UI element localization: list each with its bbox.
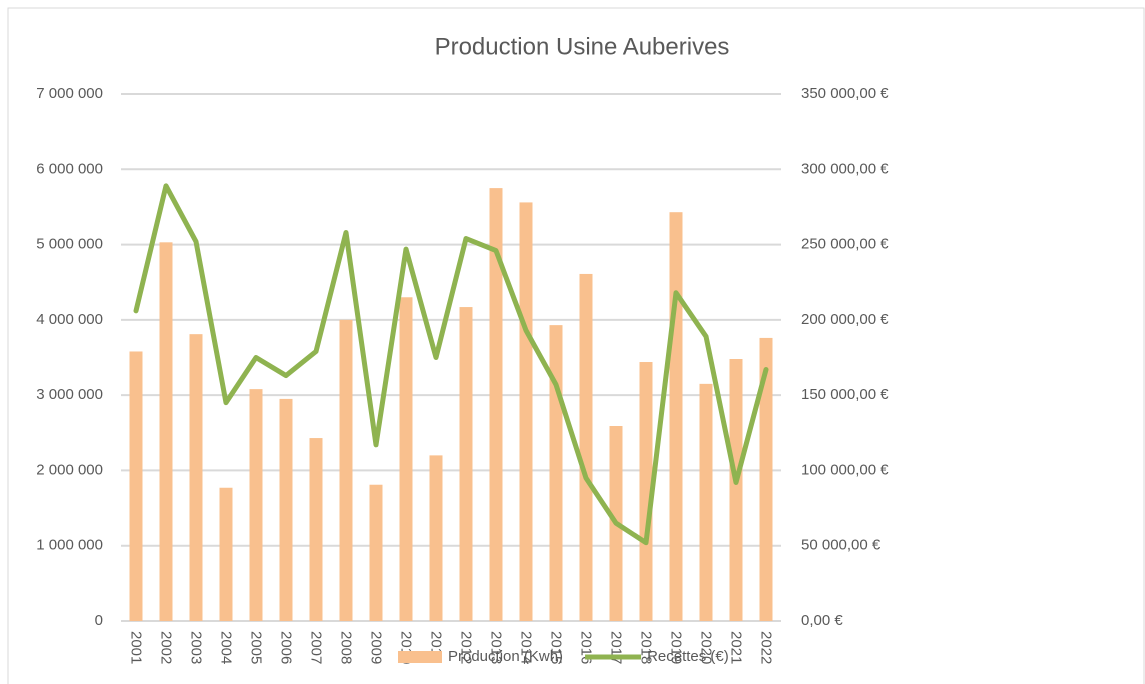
x-tick-label: 2004	[218, 631, 235, 664]
bar	[519, 202, 533, 621]
bar	[279, 398, 293, 621]
y2-tick-label: 350 000,00 €	[801, 85, 889, 102]
bar	[759, 337, 773, 621]
bar	[399, 297, 413, 621]
x-tick-label: 2021	[728, 631, 745, 664]
x-tick-label: 2018	[638, 631, 655, 664]
bar	[129, 351, 143, 621]
bar	[579, 273, 593, 621]
y-tick-label: 2 000 000	[36, 461, 103, 478]
y2-tick-label: 100 000,00 €	[801, 461, 889, 478]
x-tick-label: 2001	[128, 631, 145, 664]
x-tick-label: 2008	[338, 631, 355, 664]
x-tick-label: 2007	[308, 631, 325, 664]
bar	[639, 362, 653, 621]
y-tick-label: 6 000 000	[36, 160, 103, 177]
bar	[219, 487, 233, 621]
y2-tick-label: 300 000,00 €	[801, 160, 889, 177]
chart-title: Production Usine Auberives	[435, 33, 730, 60]
x-tick-label: 2012	[458, 631, 475, 664]
bar	[309, 438, 323, 621]
y2-tick-label: 0,00 €	[801, 612, 843, 629]
y-tick-label: 1 000 000	[36, 537, 103, 554]
bar	[159, 242, 173, 621]
x-tick-label: 2013	[488, 631, 505, 664]
x-tick-label: 2014	[518, 631, 535, 664]
x-tick-label: 2020	[698, 631, 715, 664]
y2-tick-label: 150 000,00 €	[801, 386, 889, 403]
legend-label: Production (Kwh)	[448, 648, 563, 665]
bar	[489, 188, 503, 621]
y-tick-label: 3 000 000	[36, 386, 103, 403]
chart-frame	[7, 7, 1145, 684]
legend-swatch	[398, 651, 442, 663]
y-tick-label: 4 000 000	[36, 311, 103, 328]
bar	[729, 359, 743, 621]
line	[133, 183, 769, 546]
y2-tick-label: 50 000,00 €	[801, 537, 881, 554]
y2-tick-label: 250 000,00 €	[801, 236, 889, 253]
x-tick-label: 2006	[278, 631, 295, 664]
y-tick-label: 5 000 000	[36, 236, 103, 253]
y2-tick-label: 200 000,00 €	[801, 311, 889, 328]
bar	[699, 383, 713, 621]
x-tick-label: 2002	[158, 631, 175, 664]
bar	[189, 334, 203, 621]
bar	[549, 325, 563, 621]
y-tick-label: 7 000 000	[36, 85, 103, 102]
x-tick-label: 2003	[188, 631, 205, 664]
legend-label: Recettes (€)	[647, 648, 729, 665]
bar	[339, 319, 353, 621]
x-tick-label: 2019	[668, 631, 685, 664]
bar	[429, 455, 443, 621]
bar	[459, 307, 473, 621]
bar	[369, 484, 383, 621]
x-tick-label: 2015	[548, 631, 565, 664]
x-tick-label: 2005	[248, 631, 265, 664]
x-tick-label: 2009	[368, 631, 385, 664]
bar	[669, 212, 683, 621]
y-tick-label: 0	[95, 612, 103, 629]
bar	[249, 389, 263, 621]
x-tick-label: 2022	[758, 631, 775, 664]
